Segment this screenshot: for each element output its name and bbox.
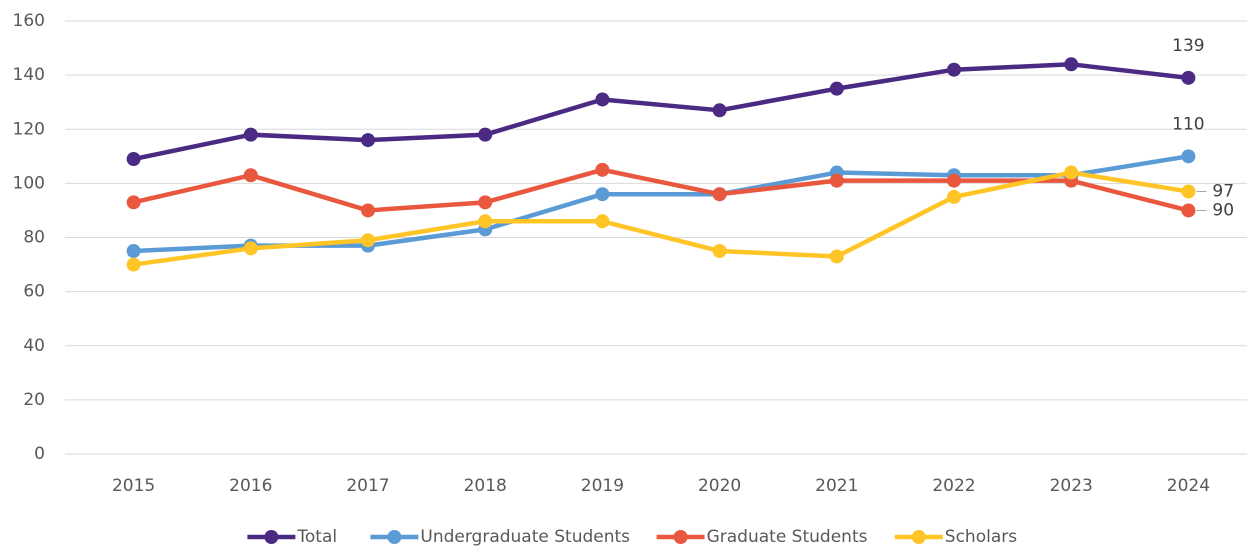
x-tick-label: 2021 <box>815 476 858 496</box>
x-tick-label: 2016 <box>229 476 272 496</box>
legend-label: Total <box>296 527 337 547</box>
data-point <box>947 173 961 188</box>
x-tick-label: 2024 <box>1167 476 1210 496</box>
data-point <box>126 152 141 167</box>
y-tick-label: 40 <box>23 336 45 356</box>
y-tick-label: 0 <box>34 444 45 464</box>
legend-marker <box>264 530 279 544</box>
data-point <box>829 173 844 188</box>
data-point <box>126 195 141 210</box>
data-point <box>478 214 493 229</box>
y-tick-label: 80 <box>23 228 45 248</box>
data-point <box>1064 165 1079 180</box>
data-point <box>947 62 961 77</box>
y-tick-label: 20 <box>23 390 45 410</box>
y-tick-label: 140 <box>13 65 45 85</box>
y-tick-label: 100 <box>13 173 45 193</box>
x-tick-label: 2019 <box>581 476 624 496</box>
data-point <box>829 81 844 96</box>
data-point <box>595 92 610 107</box>
data-point <box>829 249 844 264</box>
legend-marker <box>911 530 926 544</box>
series-line <box>133 167 1189 213</box>
legend-marker <box>387 530 402 544</box>
data-point <box>712 244 727 259</box>
x-tick-label: 2018 <box>464 476 507 496</box>
data-point <box>1181 70 1196 85</box>
series-line <box>133 62 1189 162</box>
data-point <box>361 233 375 248</box>
x-tick-label: 2022 <box>932 476 975 496</box>
data-point <box>712 103 727 118</box>
data-point <box>1181 149 1196 164</box>
data-point <box>595 214 610 229</box>
data-label: 90 <box>1212 200 1234 220</box>
y-tick-label: 160 <box>13 11 45 31</box>
data-label: 110 <box>1172 114 1204 134</box>
data-point <box>595 162 610 177</box>
legend-label: Graduate Students <box>707 527 868 547</box>
data-label: 139 <box>1172 36 1204 56</box>
data-point <box>947 189 961 204</box>
data-point <box>712 187 727 202</box>
data-point <box>361 203 375 218</box>
data-point <box>126 257 141 272</box>
data-point <box>243 241 258 256</box>
legend-label: Scholars <box>945 527 1017 547</box>
y-tick-label: 120 <box>13 119 45 139</box>
data-point <box>243 168 258 183</box>
x-tick-label: 2023 <box>1050 476 1093 496</box>
data-point <box>478 127 493 142</box>
data-point <box>1181 203 1196 218</box>
legend-label: Undergraduate Students <box>420 527 630 547</box>
data-point <box>361 133 375 148</box>
data-point <box>595 187 610 202</box>
y-tick-label: 60 <box>23 282 45 302</box>
data-point <box>1064 57 1079 72</box>
x-tick-label: 2020 <box>698 476 741 496</box>
data-point <box>126 244 141 259</box>
data-point <box>243 127 258 142</box>
x-tick-label: 2017 <box>346 476 389 496</box>
data-label: 97 <box>1212 181 1234 201</box>
data-point <box>1181 184 1196 199</box>
series-line <box>133 170 1189 267</box>
legend-marker <box>673 530 688 544</box>
data-point <box>478 195 493 210</box>
x-tick-label: 2015 <box>112 476 155 496</box>
